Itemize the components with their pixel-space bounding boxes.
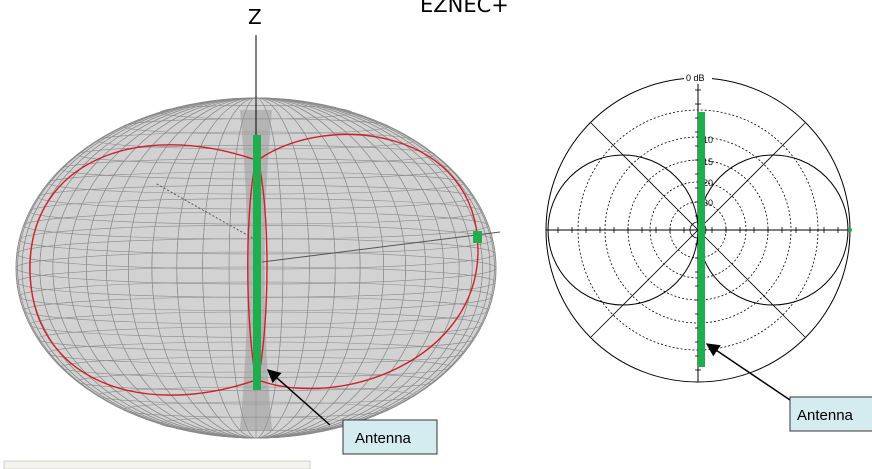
top-label: EZNEC+ — [420, 0, 509, 17]
callout-label-right: Antenna — [797, 407, 854, 424]
z-axis-label: Z — [248, 5, 262, 29]
antenna-element — [253, 135, 261, 390]
ring-label-20: -20 — [700, 178, 713, 188]
callout-box-left — [342, 419, 438, 455]
radiation-pattern-3d: Z — [15, 5, 501, 439]
ring-label-30: -30 — [700, 198, 713, 208]
callout-label-left: Antenna — [355, 430, 412, 447]
callout-arrow-left — [266, 369, 331, 426]
callout-box-right — [789, 396, 872, 432]
direction-marker — [473, 231, 482, 243]
cut-curve — [29, 144, 257, 396]
polar-plot: 0 dB -10 -15 -20 -30 — [545, 72, 852, 383]
polar-0db-label: 0 dB — [686, 73, 705, 83]
callout-arrow-right — [705, 343, 791, 401]
x-axis — [261, 231, 501, 263]
ring-label-10: -10 — [700, 135, 713, 145]
ring-label-15: -15 — [700, 157, 713, 167]
bottom-bar — [3, 460, 311, 469]
y-axis — [154, 182, 257, 241]
antenna-element-polar — [698, 112, 705, 367]
cut-curve-right — [257, 133, 479, 390]
